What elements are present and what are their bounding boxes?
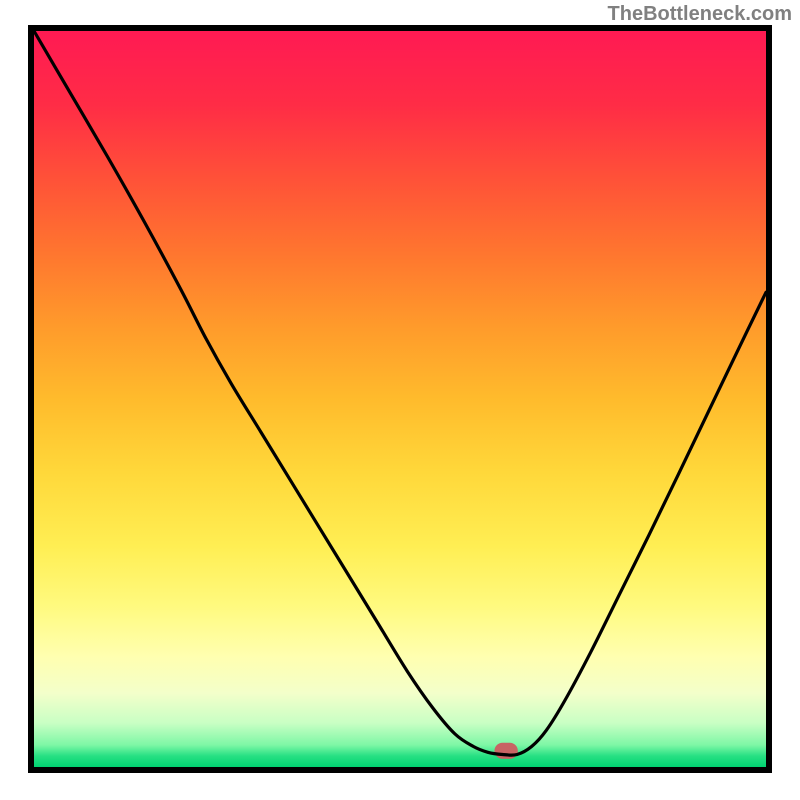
bottleneck-plot xyxy=(28,25,772,773)
plot-background xyxy=(34,31,766,767)
chart-frame: TheBottleneck.com xyxy=(0,0,800,800)
plot-svg xyxy=(28,25,772,773)
watermark-text: TheBottleneck.com xyxy=(608,3,792,26)
